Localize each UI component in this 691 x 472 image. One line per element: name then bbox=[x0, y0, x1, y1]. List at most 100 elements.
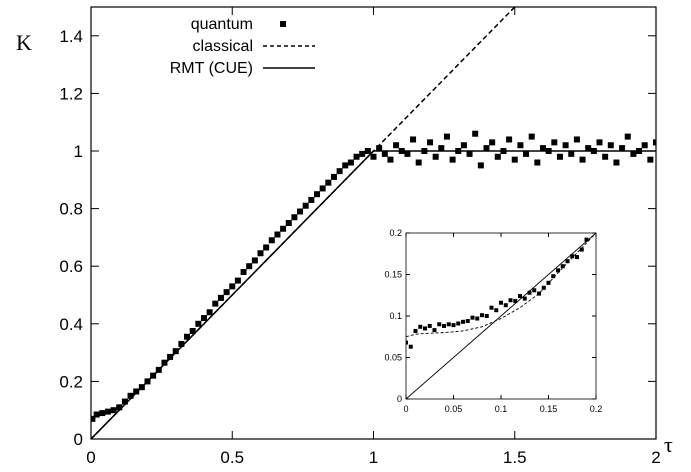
main-point-88 bbox=[585, 145, 592, 152]
main-point-87 bbox=[579, 156, 586, 163]
main-point-2 bbox=[99, 410, 106, 417]
main-point-91 bbox=[602, 153, 609, 160]
main-point-1 bbox=[93, 411, 100, 418]
main-point-16 bbox=[178, 340, 185, 347]
main-point-8 bbox=[133, 388, 140, 395]
inset-point-6 bbox=[432, 328, 437, 333]
inset-point-5 bbox=[427, 323, 432, 328]
main-point-56 bbox=[404, 150, 411, 157]
main-y-tick-label: 0.2 bbox=[59, 372, 83, 391]
main-point-6 bbox=[121, 398, 128, 405]
main-point-93 bbox=[613, 159, 620, 166]
main-y-tick-label: 0.4 bbox=[59, 315, 83, 334]
main-point-72 bbox=[494, 153, 501, 160]
inset-point-8 bbox=[442, 323, 446, 328]
main-point-60 bbox=[427, 139, 433, 146]
inset-point-22 bbox=[508, 298, 513, 303]
main-point-50 bbox=[370, 153, 377, 160]
main-point-92 bbox=[607, 142, 614, 149]
main-point-86 bbox=[573, 136, 580, 143]
main-point-44 bbox=[336, 168, 343, 175]
inset-point-19 bbox=[494, 308, 499, 313]
inset-y-tick-label: 0 bbox=[397, 394, 402, 404]
main-point-23 bbox=[217, 294, 224, 301]
inset-point-17 bbox=[484, 314, 489, 318]
main-point-85 bbox=[568, 150, 575, 157]
inset-point-12 bbox=[461, 319, 465, 324]
main-point-53 bbox=[387, 156, 394, 163]
inset-point-28 bbox=[537, 291, 541, 296]
main-point-13 bbox=[161, 359, 168, 366]
legend-label-classical: classical bbox=[193, 38, 253, 55]
inset-point-11 bbox=[456, 321, 461, 326]
main-point-96 bbox=[630, 150, 637, 157]
main-point-26 bbox=[234, 277, 241, 284]
inset-point-10 bbox=[451, 323, 456, 328]
main-x-tick-label: 0.5 bbox=[220, 448, 244, 467]
inset-point-37 bbox=[579, 247, 584, 252]
main-point-51 bbox=[376, 145, 383, 152]
inset-point-25 bbox=[522, 296, 527, 301]
main-point-100 bbox=[653, 139, 656, 146]
main-point-30 bbox=[257, 250, 264, 257]
main-point-19 bbox=[195, 320, 202, 327]
main-point-27 bbox=[240, 268, 247, 275]
main-point-45 bbox=[342, 162, 349, 169]
inset-point-13 bbox=[465, 318, 470, 323]
inset-point-16 bbox=[480, 313, 484, 318]
inset-point-27 bbox=[532, 288, 537, 293]
inset-point-35 bbox=[570, 254, 575, 259]
main-point-61 bbox=[432, 153, 439, 160]
main-point-4 bbox=[110, 407, 117, 414]
inset-line-classical bbox=[406, 233, 596, 338]
main-point-58 bbox=[415, 159, 422, 166]
inset-y-tick-label: 0.2 bbox=[389, 228, 402, 238]
main-point-69 bbox=[477, 162, 484, 169]
main-point-42 bbox=[325, 179, 332, 186]
main-x-tick-label: 0 bbox=[86, 448, 95, 467]
main-point-36 bbox=[291, 214, 298, 221]
inset-y-tick-label: 0.1 bbox=[389, 311, 402, 321]
main-point-74 bbox=[506, 136, 513, 143]
main-point-35 bbox=[285, 220, 292, 226]
main-point-76 bbox=[517, 142, 524, 149]
inset-point-34 bbox=[565, 259, 570, 264]
main-point-48 bbox=[359, 150, 366, 157]
main-point-52 bbox=[381, 150, 388, 157]
main-point-20 bbox=[201, 315, 207, 322]
inset-marks bbox=[406, 233, 596, 399]
main-point-22 bbox=[212, 300, 219, 307]
main-point-71 bbox=[489, 139, 496, 146]
main-y-tick-label: 1 bbox=[74, 142, 83, 161]
inset-point-38 bbox=[584, 237, 589, 242]
main-point-54 bbox=[393, 142, 400, 149]
inset-point-23 bbox=[513, 299, 518, 304]
y-axis-label: K bbox=[16, 30, 32, 55]
main-y-tick-label: 0.8 bbox=[59, 200, 83, 219]
inset-x-tick-label: 0.15 bbox=[540, 404, 558, 414]
main-point-17 bbox=[184, 333, 191, 340]
main-point-38 bbox=[302, 202, 309, 209]
main-point-57 bbox=[410, 136, 417, 143]
inset-point-14 bbox=[470, 315, 475, 320]
main-point-3 bbox=[104, 408, 111, 415]
x-axis-label: τ bbox=[664, 432, 673, 457]
main-point-31 bbox=[263, 244, 270, 251]
main-y-tick-label: 0.6 bbox=[59, 257, 83, 276]
main-y-tick-label: 0 bbox=[74, 430, 83, 449]
main-point-29 bbox=[251, 257, 258, 264]
legend-label-rmt: RMT (CUE) bbox=[170, 60, 253, 77]
inset-point-7 bbox=[437, 322, 442, 327]
main-point-63 bbox=[443, 133, 450, 140]
inset-y-tick-label: 0.05 bbox=[384, 353, 402, 363]
main-point-49 bbox=[364, 148, 371, 154]
inset-point-9 bbox=[446, 322, 451, 327]
main-ticks: 0 0.5 1 1.5 2 0 0.2 0.4 0.6 0.8 1 1.2 1.4 bbox=[59, 7, 661, 467]
main-point-82 bbox=[551, 139, 558, 146]
main-point-80 bbox=[540, 145, 546, 152]
main-point-79 bbox=[534, 159, 541, 166]
main-marks bbox=[91, 7, 656, 439]
inset-point-0 bbox=[406, 340, 408, 345]
main-point-83 bbox=[556, 153, 563, 160]
